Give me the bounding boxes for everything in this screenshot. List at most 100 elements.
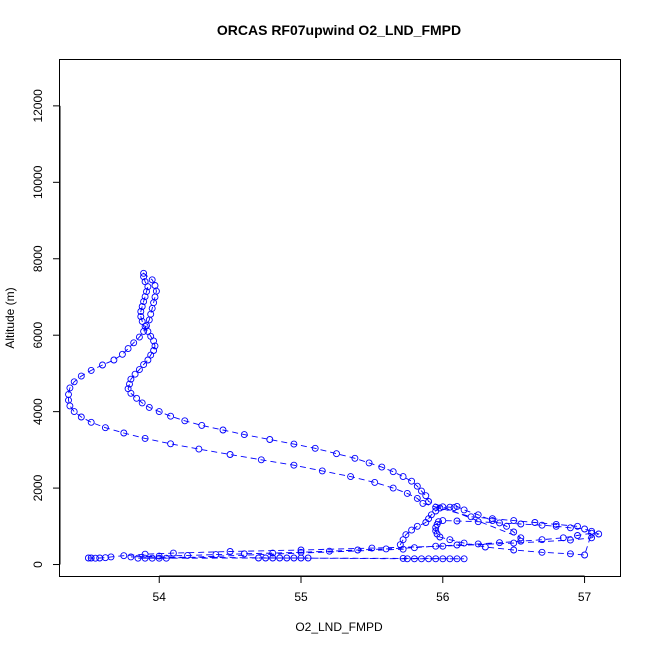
data-point xyxy=(124,385,132,393)
data-point xyxy=(226,548,234,555)
data-point xyxy=(439,555,447,563)
data-point xyxy=(588,534,596,542)
data-point xyxy=(130,339,138,347)
data-point xyxy=(531,519,539,526)
data-point xyxy=(126,380,133,388)
data-point xyxy=(262,554,270,562)
data-point xyxy=(496,539,503,547)
data-point xyxy=(474,511,482,519)
data-point xyxy=(453,541,461,549)
data-point xyxy=(167,412,175,420)
data-point xyxy=(510,539,518,547)
data-point xyxy=(137,313,145,320)
data-point xyxy=(538,536,546,544)
data-point xyxy=(141,434,149,442)
data-point xyxy=(87,418,95,426)
data-point xyxy=(101,424,109,432)
data-point xyxy=(574,522,581,530)
data-point xyxy=(410,544,418,552)
data-point xyxy=(77,413,85,421)
data-point xyxy=(439,503,447,511)
data-point xyxy=(195,445,203,453)
data-point xyxy=(432,524,440,531)
data-point xyxy=(422,492,430,500)
data-point xyxy=(402,531,410,539)
x-axis-label: O2_LND_FMPD xyxy=(295,620,383,634)
data-point xyxy=(141,554,149,562)
data-point xyxy=(510,517,518,525)
data-point xyxy=(403,555,411,563)
data-point xyxy=(181,417,189,425)
data-point xyxy=(269,554,277,562)
data-point xyxy=(425,555,433,563)
data-point xyxy=(311,444,319,452)
data-point xyxy=(140,298,148,306)
data-point xyxy=(70,378,78,386)
y-tick-label: 2000 xyxy=(31,474,45,501)
data-point xyxy=(418,555,425,563)
data-point xyxy=(399,473,407,481)
data-point xyxy=(257,456,265,464)
data-point xyxy=(127,553,135,561)
x-tick-label: 57 xyxy=(578,590,592,604)
data-point xyxy=(538,548,546,556)
x-tick-label: 54 xyxy=(153,590,167,604)
data-point xyxy=(488,517,496,525)
data-point xyxy=(439,542,447,550)
data-point xyxy=(581,525,589,533)
data-point xyxy=(389,468,397,476)
data-point xyxy=(87,366,95,374)
data-point xyxy=(150,347,158,354)
y-tick-label: 8000 xyxy=(31,245,45,272)
data-point xyxy=(467,513,475,521)
data-point xyxy=(138,317,146,325)
data-point xyxy=(151,293,159,301)
data-point xyxy=(276,554,284,562)
data-point xyxy=(66,384,74,392)
data-point xyxy=(140,327,148,335)
data-point xyxy=(460,506,468,514)
data-point xyxy=(141,550,149,558)
data-point xyxy=(427,511,435,519)
data-point xyxy=(368,544,376,552)
y-tick-label: 10000 xyxy=(31,165,45,199)
data-point xyxy=(325,547,333,555)
data-point xyxy=(145,316,153,324)
data-point xyxy=(140,273,148,281)
y-tick-label: 12000 xyxy=(31,89,45,123)
data-point xyxy=(552,520,560,528)
chart-title: ORCAS RF07upwind O2_LND_FMPD xyxy=(217,22,461,38)
data-point xyxy=(474,540,482,548)
data-point xyxy=(413,522,421,530)
data-point xyxy=(496,519,503,527)
data-point xyxy=(135,333,143,341)
data-point xyxy=(488,515,496,523)
data-point xyxy=(510,546,518,554)
data-point xyxy=(155,408,163,416)
data-point xyxy=(453,517,461,525)
data-point xyxy=(413,494,421,502)
data-point xyxy=(460,555,468,563)
data-point xyxy=(70,408,78,416)
data-point xyxy=(297,554,305,562)
data-point xyxy=(566,536,574,544)
data-point xyxy=(453,555,461,563)
data-point xyxy=(365,459,373,467)
data-point xyxy=(503,522,511,530)
data-point xyxy=(135,366,143,374)
series-connector-line xyxy=(68,272,600,560)
data-point xyxy=(77,372,85,380)
data-point xyxy=(432,527,440,535)
data-point xyxy=(66,402,74,410)
data-point xyxy=(133,394,141,402)
data-point xyxy=(141,293,149,301)
data-point xyxy=(169,549,177,557)
data-point xyxy=(184,551,192,559)
data-point xyxy=(148,276,156,284)
data-point xyxy=(517,520,525,528)
data-point xyxy=(446,536,454,544)
data-point xyxy=(413,482,421,490)
data-point xyxy=(588,529,596,537)
data-point xyxy=(481,543,489,551)
